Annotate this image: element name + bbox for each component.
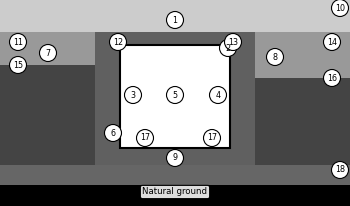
Text: Natural ground: Natural ground [142,187,208,197]
Circle shape [167,87,183,103]
Text: 10: 10 [335,4,345,13]
Circle shape [125,87,141,103]
Bar [0,32,350,165]
Bar [0,165,350,185]
Bar [120,45,230,148]
Bar [95,32,255,165]
Bar [0,32,95,65]
Circle shape [266,48,284,66]
Circle shape [105,124,121,142]
Text: 17: 17 [140,133,150,143]
Circle shape [110,34,126,50]
Circle shape [167,150,183,166]
Text: 14: 14 [327,37,337,47]
Circle shape [331,0,349,16]
Text: 7: 7 [46,48,50,57]
Circle shape [224,34,241,50]
Circle shape [323,34,341,50]
Text: 2: 2 [225,43,231,53]
Text: 9: 9 [173,153,177,163]
Text: 11: 11 [13,37,23,47]
Text: 16: 16 [327,74,337,82]
Text: 13: 13 [228,37,238,47]
Bar [0,65,95,165]
Bar [0,185,350,206]
Circle shape [9,34,27,50]
Circle shape [219,40,237,56]
Text: 6: 6 [111,129,116,137]
Text: 17: 17 [207,133,217,143]
Text: 15: 15 [13,61,23,69]
Text: 4: 4 [216,90,220,99]
Bar [0,0,350,32]
Text: 3: 3 [131,90,135,99]
Circle shape [323,69,341,87]
Text: 5: 5 [173,90,177,99]
Text: 18: 18 [335,165,345,174]
Circle shape [167,12,183,28]
Circle shape [331,162,349,179]
Circle shape [203,130,220,146]
Text: 1: 1 [173,15,177,25]
Text: 8: 8 [273,53,278,62]
Circle shape [210,87,226,103]
Circle shape [40,44,56,62]
Circle shape [9,56,27,74]
Bar [255,78,350,165]
Bar [255,32,350,78]
Circle shape [136,130,154,146]
Text: 12: 12 [113,37,123,47]
